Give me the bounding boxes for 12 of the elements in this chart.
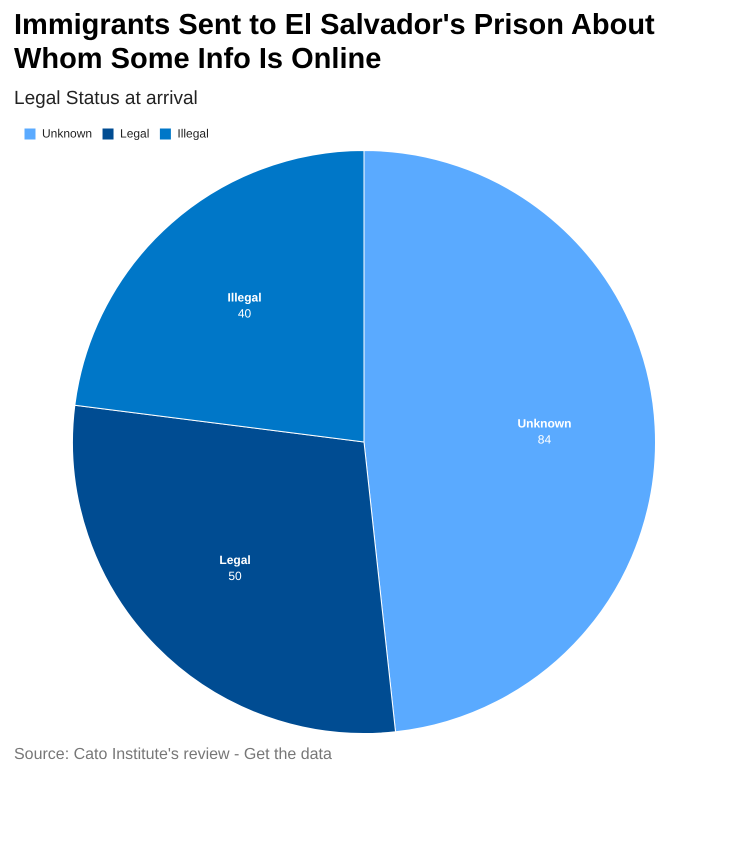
source-note: Source: Cato Institute's review - Get the data	[14, 746, 333, 764]
slice-label: Unknown	[517, 416, 572, 431]
data-label: 84	[538, 432, 552, 447]
chart-subtitle: Legal Status at arrival	[14, 88, 199, 110]
data-label: 50	[228, 568, 242, 583]
slice-label: Illegal	[228, 290, 262, 305]
slice-label: Legal	[219, 552, 251, 567]
legend-label: Legal	[120, 126, 150, 140]
legend-label: Unknown	[42, 126, 92, 140]
data-label: 40	[238, 306, 252, 321]
chart-title: Immigrants Sent to El Salvador's Prison About Whom Some Info Is Online	[14, 8, 656, 76]
legend-label: Illegal	[177, 126, 209, 140]
